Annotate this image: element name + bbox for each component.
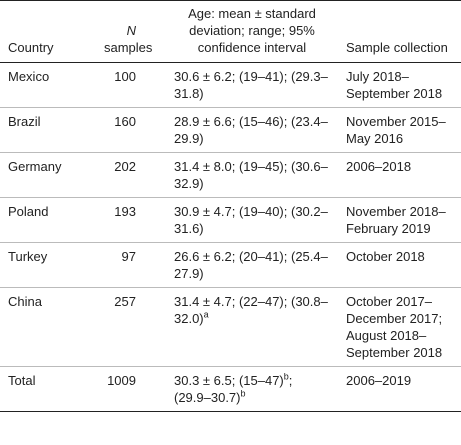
country-cell: Turkey — [0, 243, 96, 288]
collection: November 2015–May 2016 — [346, 114, 446, 146]
table-row: Brazil 160 28.9 ± 6.6; (15–46); (23.4–29.9… — [0, 108, 461, 153]
age-cell: 31.4 ± 8.0; (19–45); (30.6–32.9) — [166, 153, 338, 198]
footnote-marker: a — [203, 309, 209, 320]
table-body: Mexico 100 30.6 ± 6.2; (19–41); (29.3–31.8… — [0, 63, 461, 412]
age-text: 28.9 ± 6.6; (15–46); (23.4–29.9) — [174, 114, 328, 146]
age-text: 30.9 ± 4.7; (19–40); (30.2–31.6) — [174, 204, 328, 236]
country-cell: Poland — [0, 198, 96, 243]
age-text: 30.3 ± 6.5; (15–47) — [174, 373, 284, 388]
age-text: 30.6 ± 6.2; (19–41); (29.3–31.8) — [174, 69, 328, 101]
samples: 160 — [114, 114, 136, 129]
age-text: 31.4 ± 4.7; (22–47); (30.8–32.0) — [174, 294, 328, 326]
footnote-marker: b — [283, 371, 289, 382]
age-text: ; (29.9–30.7) — [174, 373, 293, 405]
age-cell: 28.9 ± 6.6; (15–46); (23.4–29.9) — [166, 108, 338, 153]
age-text: 31.4 ± 8.0; (19–45); (30.6–32.9) — [174, 159, 328, 191]
collection-cell: November 2015–May 2016 — [338, 108, 461, 153]
header-text: samples — [104, 40, 153, 55]
samples: 100 — [114, 69, 136, 84]
samples-cell: 257 — [96, 288, 166, 367]
samples: 1009 — [107, 373, 136, 388]
country: Germany — [8, 159, 62, 174]
header-cell: Country — [0, 1, 96, 63]
age-cell: 30.9 ± 4.7; (19–40); (30.2–31.6) — [166, 198, 338, 243]
samples: 193 — [114, 204, 136, 219]
country-cell: Total — [0, 367, 96, 412]
country-cell: Brazil — [0, 108, 96, 153]
table-row: Mexico 100 30.6 ± 6.2; (19–41); (29.3–31.8… — [0, 63, 461, 108]
country: Mexico — [8, 69, 50, 84]
samples-cell: 100 — [96, 63, 166, 108]
collection-cell: November 2018–February 2019 — [338, 198, 461, 243]
country: China — [8, 294, 42, 309]
collection-cell: 2006–2018 — [338, 153, 461, 198]
header-italic: N — [126, 23, 136, 38]
samples-cell: 193 — [96, 198, 166, 243]
header-cell: Sample collection — [338, 1, 461, 63]
collection-cell: July 2018–September 2018 — [338, 63, 461, 108]
country-cell: Mexico — [0, 63, 96, 108]
country: Total — [8, 373, 36, 388]
samples-cell: 1009 — [96, 367, 166, 412]
samples: 97 — [121, 249, 136, 264]
samples-cell: 202 — [96, 153, 166, 198]
collection: October 2017–December 2017; August 2018–… — [346, 294, 443, 360]
table-row: China 257 31.4 ± 4.7; (22–47); (30.8–32.0)… — [0, 288, 461, 367]
age-cell: 30.3 ± 6.5; (15–47)b; (29.9–30.7)b — [166, 367, 338, 412]
samples: 257 — [114, 294, 136, 309]
country: Poland — [8, 204, 49, 219]
country-cell: China — [0, 288, 96, 367]
samples: 202 — [114, 159, 136, 174]
collection: 2006–2018 — [346, 159, 412, 174]
country: Brazil — [8, 114, 41, 129]
table-row: Germany 202 31.4 ± 8.0; (19–45); (30.6–32.… — [0, 153, 461, 198]
age-cell: 31.4 ± 4.7; (22–47); (30.8–32.0)a — [166, 288, 338, 367]
table-row: Turkey 97 26.6 ± 6.2; (20–41); (25.4–27.9)… — [0, 243, 461, 288]
age-text: 26.6 ± 6.2; (20–41); (25.4–27.9) — [174, 249, 328, 281]
table-row: Total 1009 30.3 ± 6.5; (15–47)b; (29.9–30.… — [0, 367, 461, 412]
collection: July 2018–September 2018 — [346, 69, 443, 101]
header-cell: Age: mean ± standard deviation; range; 9… — [166, 1, 338, 63]
collection: 2006–2019 — [346, 373, 412, 388]
samples-cell: 97 — [96, 243, 166, 288]
country-cell: Germany — [0, 153, 96, 198]
header-text: Country — [8, 40, 54, 55]
age-cell: 30.6 ± 6.2; (19–41); (29.3–31.8) — [166, 63, 338, 108]
country: Turkey — [8, 249, 48, 264]
table-row: Poland 193 30.9 ± 4.7; (19–40); (30.2–31.6… — [0, 198, 461, 243]
age-cell: 26.6 ± 6.2; (20–41); (25.4–27.9) — [166, 243, 338, 288]
collection: November 2018–February 2019 — [346, 204, 446, 236]
collection: October 2018 — [346, 249, 425, 264]
collection-cell: 2006–2019 — [338, 367, 461, 412]
collection-cell: October 2018 — [338, 243, 461, 288]
samples-cell: 160 — [96, 108, 166, 153]
header-text: Sample collection — [346, 40, 448, 55]
footnote-marker: b — [240, 388, 246, 399]
collection-cell: October 2017–December 2017; August 2018–… — [338, 288, 461, 367]
header-text: Age: mean ± standard deviation; range; 9… — [188, 6, 316, 55]
